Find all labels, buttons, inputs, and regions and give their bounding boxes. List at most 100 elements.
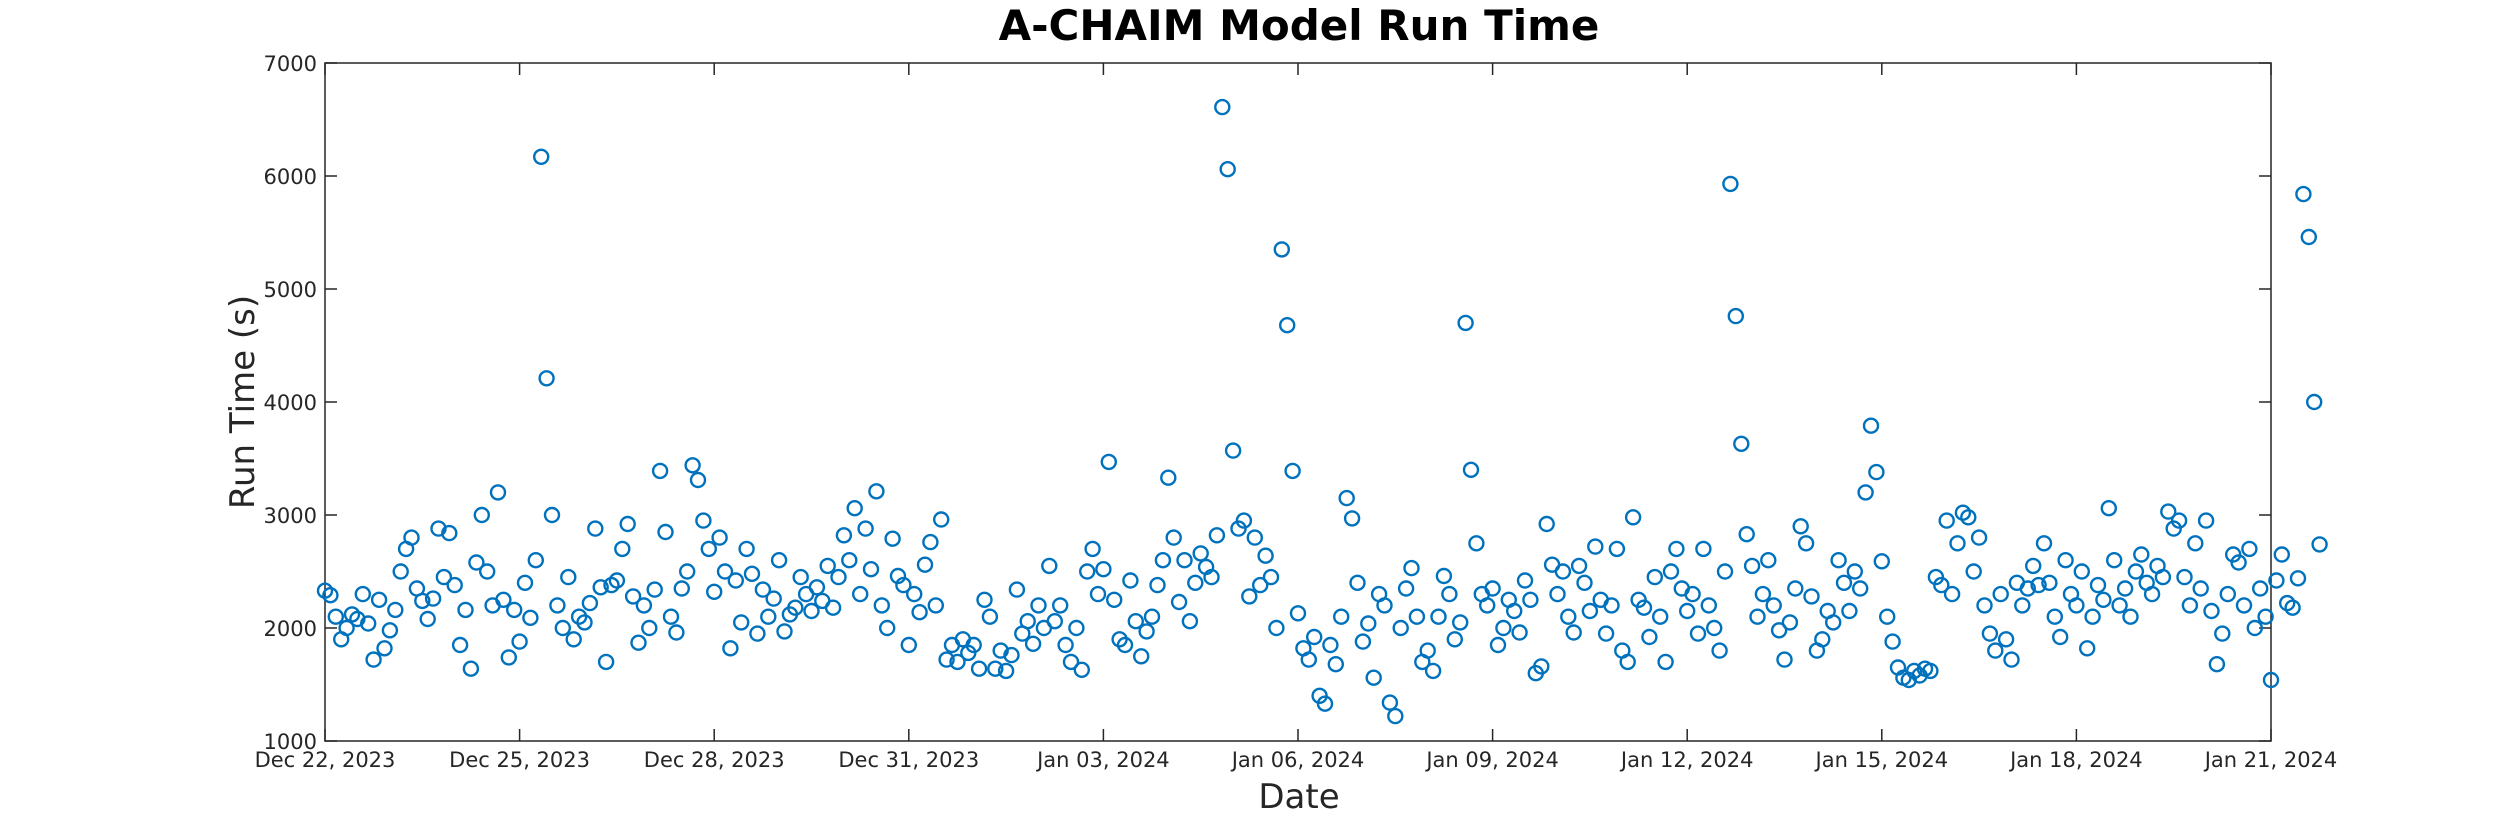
data-point xyxy=(1987,642,2004,659)
data-point xyxy=(1765,597,1782,614)
data-point xyxy=(441,524,458,542)
data-point xyxy=(2057,552,2074,569)
data-point xyxy=(1003,646,1020,664)
data-point xyxy=(1587,538,1604,555)
data-point xyxy=(916,556,934,573)
data-point xyxy=(1960,509,1977,526)
data-point xyxy=(2230,554,2247,571)
x-tick-label: Dec 22, 2023 xyxy=(255,748,396,772)
data-point xyxy=(1603,597,1620,614)
data-point xyxy=(1327,656,1345,673)
data-point xyxy=(1132,648,1150,665)
data-point xyxy=(2305,393,2323,411)
data-point xyxy=(2133,546,2150,563)
data-point xyxy=(1019,613,1036,630)
data-point xyxy=(1851,580,1869,597)
data-point xyxy=(1841,602,1858,620)
data-point xyxy=(1419,642,1436,659)
data-point xyxy=(1214,98,1231,116)
data-point xyxy=(1165,529,1182,546)
data-point xyxy=(381,622,399,639)
data-point xyxy=(506,601,523,619)
data-point xyxy=(1284,462,1301,480)
data-point xyxy=(1516,572,1534,589)
data-point xyxy=(1478,597,1496,614)
data-point xyxy=(2122,608,2139,625)
data-point xyxy=(2219,585,2237,603)
data-point xyxy=(619,515,636,533)
x-tick-label: Jan 15, 2024 xyxy=(1814,748,1949,772)
data-point xyxy=(1646,568,1664,586)
data-point xyxy=(473,506,490,524)
data-point xyxy=(576,614,593,631)
data-point xyxy=(1122,572,1139,589)
data-point xyxy=(1149,576,1166,594)
data-point xyxy=(1181,613,1199,630)
data-point xyxy=(1781,614,1799,631)
data-point xyxy=(414,592,431,610)
data-point xyxy=(889,567,907,585)
data-point xyxy=(792,568,809,586)
data-point xyxy=(1705,619,1723,637)
data-point xyxy=(2003,651,2020,668)
data-point xyxy=(2160,503,2177,520)
data-point xyxy=(327,608,344,625)
data-point xyxy=(2273,546,2291,563)
data-point xyxy=(981,608,999,625)
x-tick-label: Dec 25, 2023 xyxy=(449,748,590,772)
data-point xyxy=(1105,591,1123,608)
data-point xyxy=(1657,653,1674,671)
data-point xyxy=(1884,633,1901,650)
data-point xyxy=(2300,228,2318,246)
data-point xyxy=(457,601,474,619)
data-point xyxy=(1597,625,1615,642)
data-point xyxy=(1041,557,1058,575)
data-point xyxy=(370,591,388,608)
data-point xyxy=(1722,175,1739,193)
data-point xyxy=(2257,608,2274,625)
data-point xyxy=(554,619,571,637)
data-point xyxy=(1381,694,1399,711)
data-point xyxy=(635,597,653,614)
data-point xyxy=(884,530,901,547)
data-point xyxy=(1738,526,1755,543)
data-point xyxy=(360,615,377,632)
data-point xyxy=(322,587,339,604)
data-point xyxy=(738,540,755,558)
data-point xyxy=(614,540,631,558)
data-point xyxy=(392,563,409,580)
data-point xyxy=(511,633,528,650)
data-point xyxy=(754,581,772,598)
data-point xyxy=(711,529,728,546)
data-point xyxy=(922,533,939,551)
data-point xyxy=(435,568,453,586)
data-point xyxy=(1803,588,1820,605)
data-point xyxy=(679,563,696,580)
data-point xyxy=(938,651,955,668)
data-point xyxy=(1619,653,1636,671)
data-point xyxy=(1338,489,1355,507)
x-tick-label: Jan 09, 2024 xyxy=(1424,748,1559,772)
data-point xyxy=(1760,552,1777,569)
data-point xyxy=(1976,597,1993,614)
data-point xyxy=(770,552,788,569)
data-point xyxy=(468,554,485,571)
data-point xyxy=(1246,529,1264,546)
data-point xyxy=(760,608,777,625)
data-point xyxy=(2284,599,2301,616)
data-point xyxy=(1749,608,1766,625)
data-point xyxy=(1241,588,1258,605)
data-point xyxy=(2235,597,2253,614)
data-point xyxy=(2068,597,2085,614)
x-tick-label: Jan 18, 2024 xyxy=(2008,748,2143,772)
data-point xyxy=(1814,631,1831,648)
data-point xyxy=(1143,608,1161,625)
data-point xyxy=(1608,540,1626,558)
data-point xyxy=(479,563,496,580)
data-point xyxy=(1278,317,1296,334)
data-point xyxy=(354,585,371,603)
data-point xyxy=(689,471,707,489)
data-point xyxy=(1095,561,1112,578)
